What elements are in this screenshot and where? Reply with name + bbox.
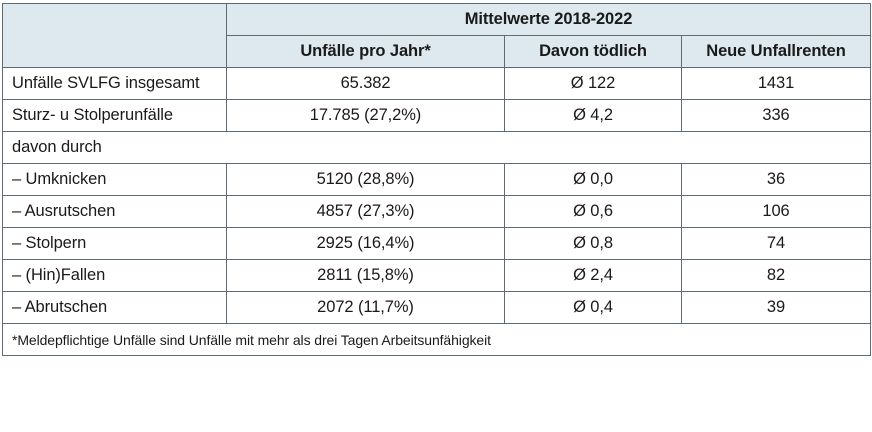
cell-pensions: 1431 (680, 67, 872, 100)
cell-accidents: 5120 (28,8%) (226, 163, 505, 196)
table-row: – Stolpern 2925 (16,4%) Ø 0,8 74 (2, 227, 872, 260)
cell-fatal: Ø 0,0 (504, 163, 682, 196)
table-row: – (Hin)Fallen 2811 (15,8%) Ø 2,4 82 (2, 259, 872, 292)
cell-fatal: Ø 122 (504, 67, 682, 100)
cell-pensions: 106 (680, 195, 872, 228)
accident-statistics-table: Mittelwerte 2018-2022 Unfälle pro Jahr* … (1, 3, 872, 356)
cell-accidents: 2072 (11,7%) (226, 291, 505, 324)
column-header-accidents: Unfälle pro Jahr* (226, 35, 505, 68)
cell-fatal: Ø 2,4 (504, 259, 682, 292)
column-header-pensions: Neue Unfallrenten (680, 35, 872, 68)
cell-pensions: 82 (680, 259, 872, 292)
cell-accidents: 2925 (16,4%) (226, 227, 505, 260)
table-row: – Abrutschen 2072 (11,7%) Ø 0,4 39 (2, 291, 872, 324)
footnote: *Meldepflichtige Unfälle sind Unfälle mi… (1, 323, 872, 356)
cell-pensions: 336 (680, 99, 872, 132)
table-row: Sturz- u Stolperunfälle 17.785 (27,2%) Ø… (2, 99, 872, 132)
corner-header-cell (2, 3, 227, 68)
footnote-row: *Meldepflichtige Unfälle sind Unfälle mi… (1, 323, 872, 356)
row-label: – (Hin)Fallen (2, 259, 227, 292)
cell-fatal: Ø 4,2 (504, 99, 682, 132)
row-label: – Abrutschen (2, 291, 227, 324)
column-header-row: Unfälle pro Jahr* Davon tödlich Neue Unf… (3, 35, 872, 68)
cell-pensions: 74 (680, 227, 872, 260)
cell-accidents: 65.382 (226, 67, 505, 100)
row-label-davon-durch: davon durch (1, 131, 872, 164)
table-row: – Umknicken 5120 (28,8%) Ø 0,0 36 (2, 163, 872, 196)
cell-fatal: Ø 0,6 (504, 195, 682, 228)
cell-pensions: 39 (680, 291, 872, 324)
cell-accidents: 4857 (27,3%) (226, 195, 505, 228)
row-label: Unfälle SVLFG insgesamt (2, 67, 227, 100)
cell-accidents: 17.785 (27,2%) (226, 99, 505, 132)
row-label: – Ausrutschen (2, 195, 227, 228)
group-header-row: Mittelwerte 2018-2022 (2, 3, 872, 68)
table-row: Unfälle SVLFG insgesamt 65.382 Ø 122 143… (2, 67, 872, 100)
cell-accidents: 2811 (15,8%) (226, 259, 505, 292)
column-header-fatal: Davon tödlich (504, 35, 682, 68)
table-row: – Ausrutschen 4857 (27,3%) Ø 0,6 106 (2, 195, 872, 228)
table-row-subheading: davon durch (1, 131, 872, 164)
group-header: Mittelwerte 2018-2022 (225, 3, 872, 36)
cell-pensions: 36 (680, 163, 872, 196)
row-label: – Stolpern (2, 227, 227, 260)
row-label: – Umknicken (2, 163, 227, 196)
row-label: Sturz- u Stolperunfälle (2, 99, 227, 132)
cell-fatal: Ø 0,8 (504, 227, 682, 260)
cell-fatal: Ø 0,4 (504, 291, 682, 324)
